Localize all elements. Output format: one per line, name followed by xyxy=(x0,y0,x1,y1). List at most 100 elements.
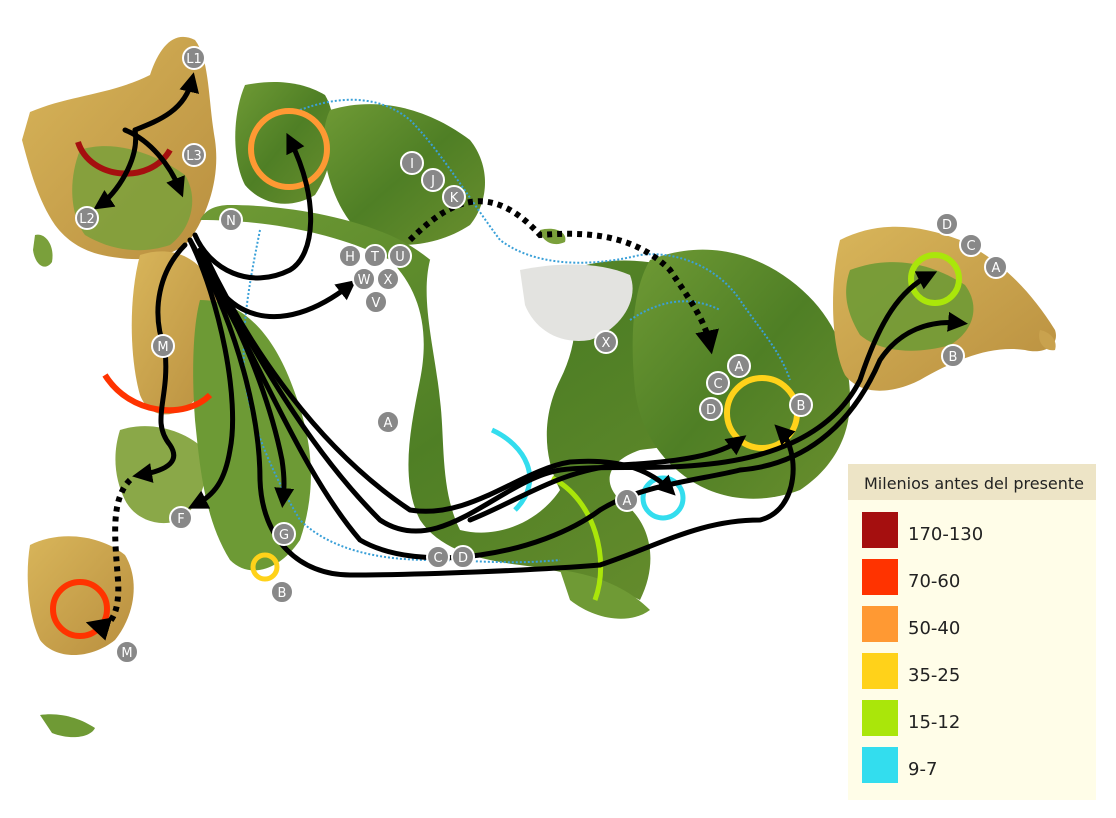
haplogroup-label: N xyxy=(219,208,243,232)
arc-15-12 xyxy=(550,475,604,601)
route-b-america xyxy=(187,237,796,578)
landmass-southeast-asia xyxy=(115,426,207,524)
svg-text:M: M xyxy=(121,646,132,661)
haplogroup-label: C xyxy=(706,371,730,395)
legend-item: 50-40 xyxy=(862,606,1092,642)
svg-text:A: A xyxy=(992,261,1001,276)
haplogroup-label: J xyxy=(421,168,445,192)
route-cd-south xyxy=(197,257,968,561)
svg-text:D: D xyxy=(942,218,952,233)
legend-swatch xyxy=(862,559,898,595)
landmass-island-1 xyxy=(33,234,53,267)
legend-label: 9-7 xyxy=(908,759,938,780)
svg-text:A: A xyxy=(735,360,744,375)
svg-text:B: B xyxy=(797,399,806,414)
legend-label: 170-130 xyxy=(908,524,984,545)
haplogroup-label: D xyxy=(935,212,959,236)
svg-text:C: C xyxy=(966,239,975,254)
haplogroup-label: L1 xyxy=(182,46,206,70)
svg-text:F: F xyxy=(177,512,184,527)
haplogroup-label: D xyxy=(451,545,475,569)
haplogroup-label: B xyxy=(789,393,813,417)
svg-text:X: X xyxy=(602,336,611,351)
legend-item: 9-7 xyxy=(862,747,1092,783)
haplogroup-label: M xyxy=(151,334,175,358)
svg-text:C: C xyxy=(433,551,442,566)
legend-swatch xyxy=(862,700,898,736)
haplogroup-label: X xyxy=(376,267,400,291)
haplogroup-label: G xyxy=(272,522,296,546)
route-l3 xyxy=(122,127,185,198)
svg-text:L3: L3 xyxy=(186,149,202,164)
route-l2 xyxy=(93,127,139,210)
glacier-area xyxy=(520,264,633,341)
route-to-europe xyxy=(192,132,314,281)
haplogroup-label: D xyxy=(699,397,723,421)
haplogroup-label: C xyxy=(426,545,450,569)
haplogroup-label: C xyxy=(959,233,983,257)
haplogroup-label: B xyxy=(941,344,965,368)
legend-label: 35-25 xyxy=(908,665,961,686)
landmasses xyxy=(22,36,1056,738)
haplogroup-label: X xyxy=(594,330,618,354)
legend-item: 35-25 xyxy=(862,653,1092,689)
haplogroup-label: A xyxy=(376,410,400,434)
circle-70-60-australia xyxy=(50,579,110,639)
svg-text:U: U xyxy=(395,250,405,265)
svg-text:J: J xyxy=(430,174,435,189)
haplogroup-label: K xyxy=(442,185,466,209)
svg-text:D: D xyxy=(706,403,716,418)
legend-item: 70-60 xyxy=(862,559,1092,595)
svg-text:T: T xyxy=(370,250,379,265)
circle-50-40 xyxy=(248,108,330,190)
haplogroup-label: I xyxy=(400,151,424,175)
haplogroup-label: M xyxy=(115,640,139,664)
route-m-australia xyxy=(132,242,188,483)
svg-text:X: X xyxy=(384,273,393,288)
haplogroup-label: H xyxy=(338,244,362,268)
haplogroup-label: A xyxy=(984,255,1008,279)
svg-text:K: K xyxy=(450,191,459,206)
haplogroup-label: T xyxy=(363,244,387,268)
svg-text:A: A xyxy=(623,494,632,509)
legend-label: 15-12 xyxy=(908,712,961,733)
landmass-europe xyxy=(323,104,485,246)
ice-edge-east xyxy=(629,300,721,321)
route-f xyxy=(187,237,236,509)
svg-text:I: I xyxy=(410,157,414,172)
landmass-south-america-green xyxy=(846,262,974,351)
haplogroup-label: V xyxy=(364,290,388,314)
landmass-new-guinea xyxy=(40,714,95,738)
legend-swatch xyxy=(862,512,898,548)
svg-text:B: B xyxy=(949,350,958,365)
landmass-island-3 xyxy=(1039,330,1056,351)
legend-swatch xyxy=(862,653,898,689)
svg-text:L1: L1 xyxy=(186,52,202,67)
circle-35-25-asia xyxy=(250,552,280,582)
landmass-island-4 xyxy=(560,570,650,619)
haplogroup-label: L3 xyxy=(182,143,206,167)
route-l1 xyxy=(132,72,200,133)
legend-label: 50-40 xyxy=(908,618,961,639)
route-a-america xyxy=(202,252,676,514)
svg-text:A: A xyxy=(384,416,393,431)
arc-70-60 xyxy=(102,373,213,414)
arc-9-7 xyxy=(490,427,533,512)
haplogroup-label: F xyxy=(169,506,193,530)
haplogroup-label: B xyxy=(270,580,294,604)
svg-text:M: M xyxy=(157,340,168,355)
legend: Milenios antes del presente 170-130 70-6… xyxy=(848,464,1096,800)
haplogroup-label: U xyxy=(388,244,412,268)
haplogroup-label: W xyxy=(352,267,376,291)
haplogroup-label: L2 xyxy=(75,206,99,230)
svg-text:V: V xyxy=(372,296,381,311)
svg-text:B: B xyxy=(278,586,287,601)
legend-item: 15-12 xyxy=(862,700,1092,736)
migration-routes xyxy=(93,72,968,578)
svg-text:W: W xyxy=(358,273,371,288)
legend-item: 170-130 xyxy=(862,512,1092,548)
svg-text:C: C xyxy=(713,377,722,392)
svg-text:H: H xyxy=(345,250,355,265)
landmass-africa-green xyxy=(72,146,193,251)
